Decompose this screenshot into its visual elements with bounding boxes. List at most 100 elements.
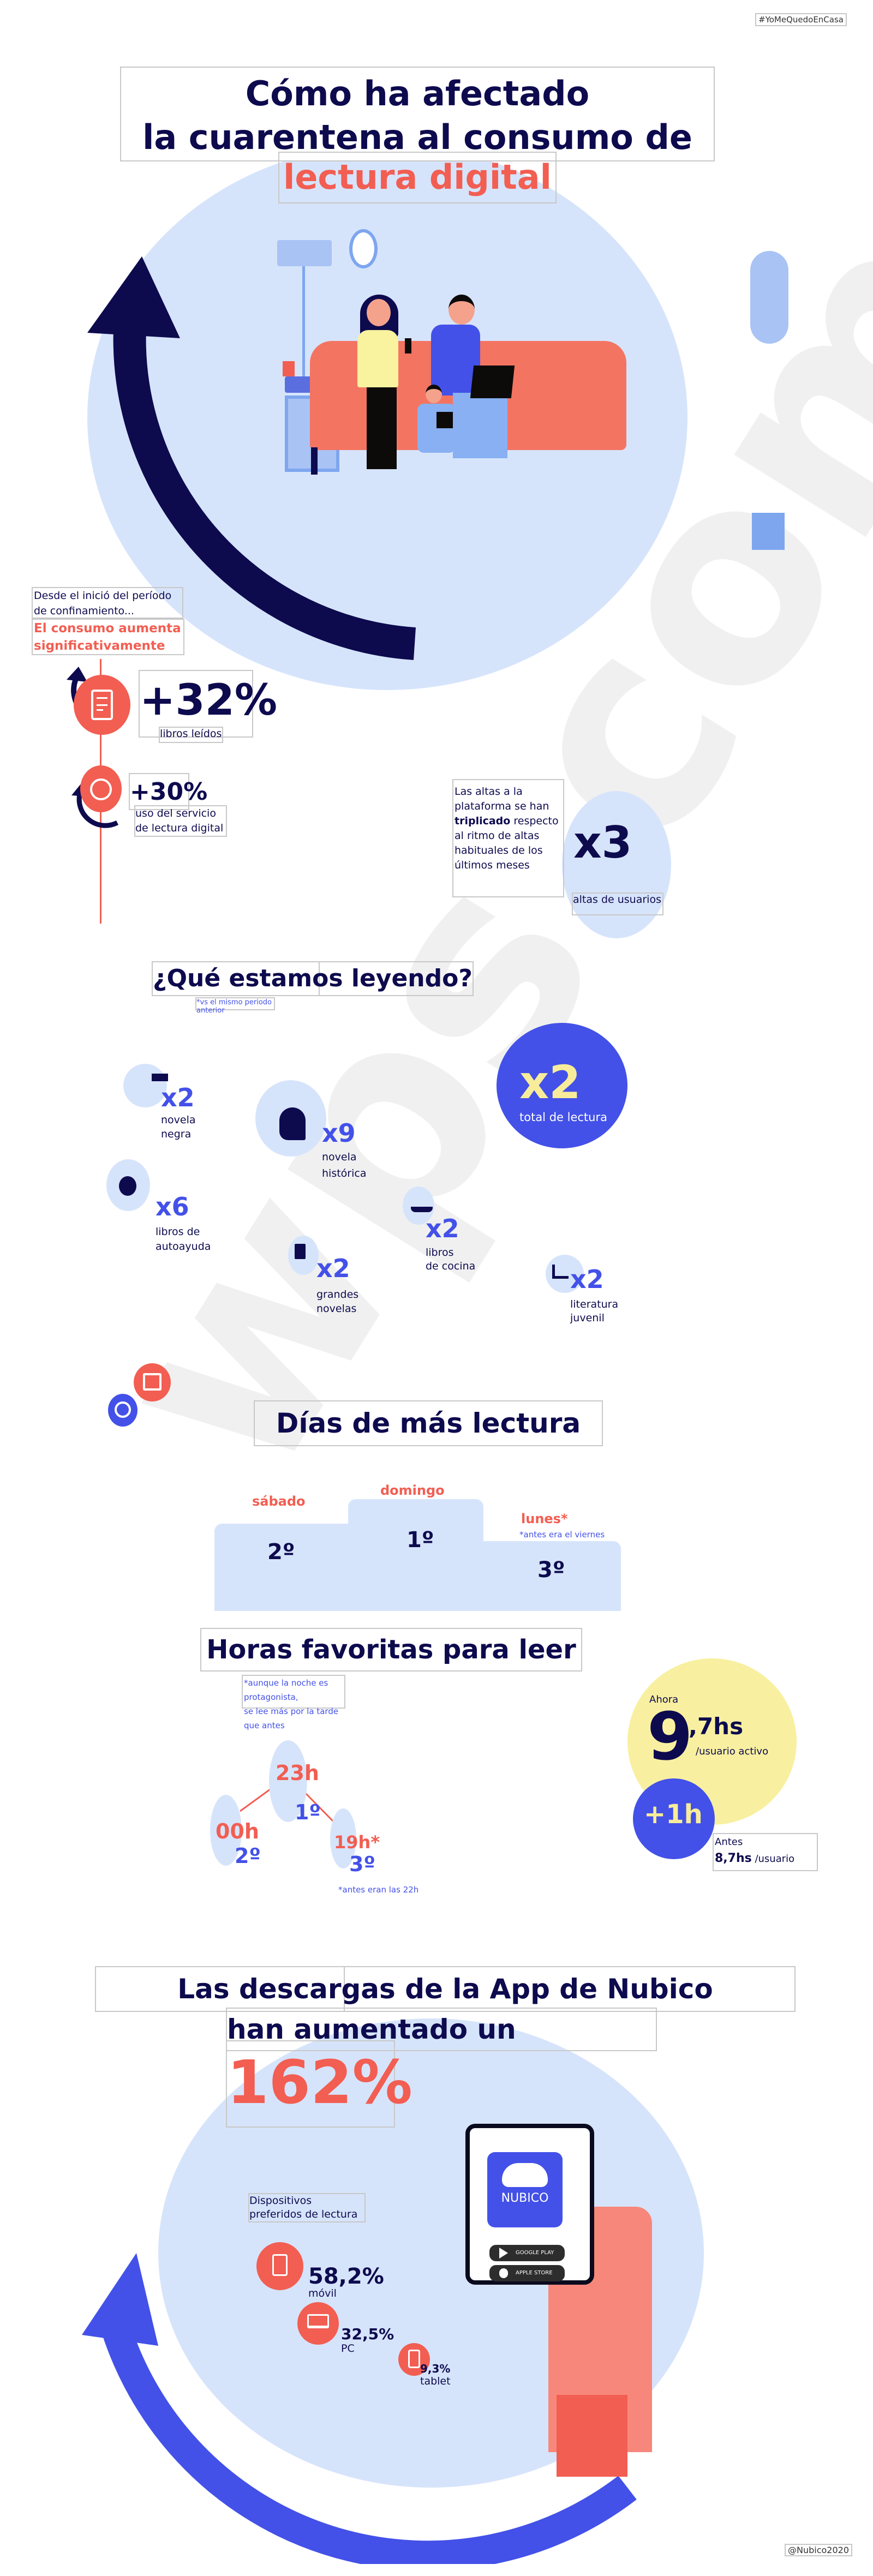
hour-rank: 1º (295, 1800, 321, 1824)
hour-value: 19h* (334, 1832, 380, 1853)
hero-arrow-arc (87, 256, 416, 660)
spartan-helmet-icon (279, 1107, 306, 1140)
apple-icon (499, 2268, 508, 2278)
pistol-icon (152, 1074, 168, 1081)
before-unit: /usuario (751, 1853, 795, 1865)
reading-title: ¿Qué estamos leyendo? (153, 964, 473, 992)
days-title: Días de más lectura (276, 1407, 581, 1439)
apple-store-button[interactable]: APPLE STORE (489, 2265, 565, 2281)
stat2-value: +30% (130, 778, 208, 806)
lightbulb-icon (119, 1176, 136, 1196)
total-reading-value: x2 (519, 1056, 581, 1109)
sofa-leg (311, 447, 318, 475)
total-reading-label-box: total de lectura (519, 1111, 618, 1124)
app-title-line2: han aumentado un (227, 2014, 516, 2045)
nubico-logo: NUBICO (487, 2152, 563, 2227)
hour-circle (210, 1795, 242, 1866)
device-label: tablet (420, 2375, 451, 2387)
genre-value: x2 (161, 1083, 195, 1112)
signups-value: x3 (573, 817, 632, 868)
genre-label-l2: negra (161, 1128, 192, 1140)
footer-handle: @Nubico2020 (788, 2545, 850, 2555)
device-circle (256, 2242, 303, 2290)
scooter-icon (552, 1265, 569, 1279)
genre-label-l2: histórica (322, 1167, 367, 1179)
clock-circle (108, 1394, 137, 1427)
device-value: 58,2% (308, 2264, 384, 2289)
app-title-line1: Las descargas de la App de Nubico (177, 1973, 713, 2005)
devices-title-l2: preferidos de lectura (249, 2208, 358, 2220)
before-box: Antes 8,7hs /usuario (713, 1833, 818, 1871)
total-reading-label: total de lectura (519, 1111, 607, 1124)
nubico-brand: NUBICO (501, 2191, 549, 2205)
hours-note-box: *aunque la noche es protagonista, se lee… (242, 1675, 345, 1730)
days-note: *antes era el viernes (519, 1530, 605, 1539)
hours-title-box: Horas favoritas para leer (200, 1628, 582, 1672)
now-label: Ahora (649, 1694, 679, 1705)
days-title-box: Días de más lectura (254, 1400, 603, 1446)
consumption-intro: Desde el inició del período de confinami… (34, 590, 172, 617)
wall-clock-icon (349, 229, 378, 268)
reading-note-box: *vs el mismo periodo anterior (195, 997, 275, 1015)
genre-value: x6 (156, 1192, 189, 1221)
hours-note-l2: se lee más por la tarde que antes (244, 1706, 339, 1730)
stat1-label-box: libros leídos (159, 727, 223, 743)
plant-illustration (750, 251, 788, 344)
hour-rank: 3º (349, 1852, 375, 1876)
app-title-box: Las descargas de la App de Nubico (95, 1966, 796, 2012)
footer-handle-box: @Nubico2020 (785, 2544, 853, 2556)
mug-icon (283, 361, 295, 376)
podium-first (348, 1499, 483, 1611)
genre-bg-circle (403, 1187, 434, 1225)
genre-label-l2: novelas (316, 1303, 357, 1315)
total-reading-circle (497, 1023, 627, 1148)
page-title-highlight-box: lectura digital (278, 152, 557, 203)
diff-circle (633, 1778, 715, 1859)
total-reading-value-box: x2 (519, 1056, 581, 1109)
signups-text-post: respecto al ritmo de altas habituales de… (455, 815, 559, 871)
hour-value: 23h (276, 1761, 319, 1785)
app-percent: 162% (227, 2047, 412, 2117)
signups-text-box: Las altas a la plataforma se han triplic… (452, 779, 564, 897)
device-label: móvil (308, 2287, 337, 2299)
podium-second (214, 1524, 348, 1611)
hashtag-text: #YoMeQuedoEnCasa (758, 15, 844, 25)
consumption-headline: El consumo aumenta significativamente (34, 621, 181, 653)
clock-icon (115, 1401, 131, 1418)
frying-pan-icon (411, 1207, 433, 1212)
play-icon (499, 2248, 508, 2259)
page-title-line1: Cómo ha afectado (245, 74, 590, 113)
kid-face (426, 385, 442, 403)
laptop-icon (307, 2314, 329, 2328)
cloud-icon (502, 2163, 548, 2187)
books-stack (285, 376, 312, 393)
diff-value: +1h (644, 1799, 703, 1830)
device-value: 9,3% (420, 2362, 451, 2375)
hours-title: Horas favoritas para leer (206, 1634, 576, 1665)
signups-circle (562, 791, 671, 938)
stat1-label: libros leídos (160, 728, 222, 740)
plant-pot (752, 513, 785, 550)
man-pants (453, 393, 507, 458)
woman-pants (367, 387, 397, 469)
device-label: PC (341, 2343, 355, 2355)
reading-title-box: ¿Qué estamos leyendo? (152, 961, 474, 996)
page-title-box: Cómo ha afectado la cuarentena al consum… (120, 67, 715, 161)
apple-store-label: APPLE STORE (516, 2270, 553, 2276)
tablet-icon (91, 690, 113, 720)
genre-value: x2 (570, 1265, 604, 1294)
stat1-value-box: +32% (139, 670, 277, 738)
genre-label-l1: novela (161, 1114, 196, 1126)
google-play-button[interactable]: GOOGLE PLAY (489, 2245, 565, 2261)
signups-text-pre: Las altas a la plataforma se han (455, 786, 549, 812)
hours-footnote: *antes eran las 22h (338, 1885, 419, 1895)
hour-rank: 2º (235, 1844, 261, 1868)
podium-day-second: sábado (252, 1494, 306, 1509)
calendar-circle (134, 1363, 171, 1401)
app-title-line2-box: han aumentado un (226, 2008, 657, 2051)
woman-phone (405, 338, 411, 354)
woman-face (367, 299, 391, 326)
devices-title-l1: Dispositivos (249, 2195, 312, 2207)
smartphone-icon (408, 2350, 420, 2368)
